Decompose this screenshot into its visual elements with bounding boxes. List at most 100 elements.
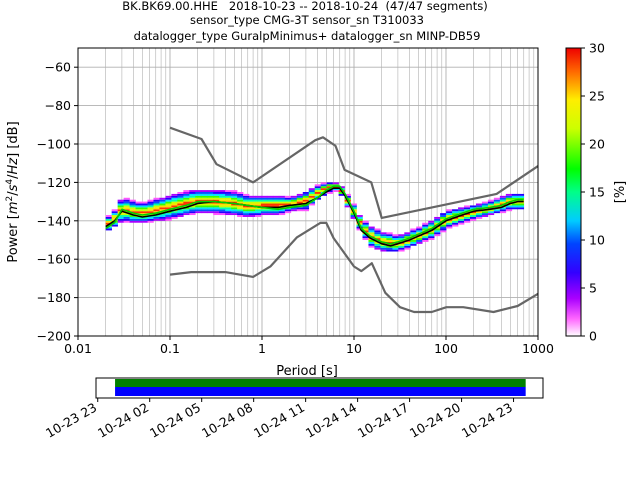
psd-cell	[171, 211, 178, 214]
psd-cell	[422, 238, 429, 240]
psd-cell	[428, 222, 435, 225]
psd-cell	[260, 211, 268, 214]
psd-cell	[129, 205, 136, 208]
psd-cell	[475, 216, 483, 219]
psd-cell	[243, 205, 250, 208]
psd-cell	[105, 220, 112, 223]
psd-cell	[296, 207, 304, 210]
psd-cell	[183, 213, 190, 216]
psd-cell	[380, 249, 387, 252]
psd-cell	[505, 207, 513, 210]
psd-cell	[446, 211, 453, 214]
psd-cell	[254, 197, 262, 200]
psd-cell	[314, 188, 321, 191]
psd-cell	[225, 199, 232, 202]
psd-cell	[458, 222, 465, 225]
psd-cell	[183, 207, 190, 210]
psd-cell	[147, 220, 154, 223]
x-tick-label: 10	[346, 341, 362, 356]
psd-cell	[326, 182, 333, 185]
psd-cell	[213, 209, 220, 212]
title-line-1: BK.BK69.00.HHE 2018-10-23 -- 2018-10-24 …	[122, 0, 487, 13]
psd-cell	[123, 215, 130, 217]
psd-cell	[189, 209, 196, 212]
psd-cell	[308, 188, 316, 191]
psd-cell	[499, 209, 507, 212]
psd-cell	[475, 211, 483, 214]
psd-cell	[159, 216, 166, 219]
psd-cell	[237, 195, 244, 198]
psd-cell	[374, 236, 381, 239]
psd-cell	[320, 186, 327, 189]
psd-cell	[517, 199, 525, 202]
psd-cell	[135, 205, 142, 208]
psd-cell	[410, 240, 417, 242]
psd-cell	[219, 195, 226, 198]
y-axis-label: Power [m2/s4/Hz] [dB]	[5, 121, 21, 262]
psd-cell	[272, 209, 280, 212]
psd-cell	[183, 195, 190, 198]
colorbar-tick-label: 20	[589, 137, 605, 152]
psd-cell	[302, 192, 310, 194]
psd-cell	[201, 195, 208, 198]
x-tick-label: 0.1	[160, 341, 180, 356]
psd-cell	[177, 201, 184, 204]
psd-cell	[284, 199, 292, 202]
psd-cell	[159, 218, 166, 221]
psd-cell	[207, 195, 214, 198]
psd-cell	[159, 207, 166, 210]
psd-cell	[392, 240, 399, 242]
psd-cell	[440, 228, 447, 231]
psd-cell	[464, 218, 471, 221]
psd-cell	[272, 205, 280, 208]
psd-cell	[249, 195, 256, 198]
psd-cell	[511, 205, 519, 208]
psd-cell	[123, 220, 130, 223]
psd-cell	[213, 211, 220, 214]
psd-cell	[189, 211, 196, 214]
psd-cell	[278, 213, 286, 216]
psd-cell	[284, 195, 292, 198]
psd-cell	[314, 197, 321, 200]
psd-cell	[213, 203, 220, 206]
psd-cell	[320, 193, 327, 196]
psd-cell	[141, 220, 148, 223]
psd-cell	[237, 201, 244, 204]
psd-cell	[117, 207, 124, 210]
psd-cell	[237, 205, 244, 208]
y-tick-label: −200	[37, 329, 71, 344]
psd-cell	[469, 218, 477, 221]
psd-cell	[481, 205, 489, 208]
psd-cell	[458, 207, 465, 210]
psd-cell	[213, 207, 220, 210]
psd-cell	[201, 197, 208, 200]
psd-cell	[302, 207, 310, 210]
gridlines	[77, 48, 538, 337]
psd-cell	[231, 207, 238, 210]
psd-cell	[177, 199, 184, 202]
psd-cell	[231, 195, 238, 198]
psd-cell	[422, 224, 429, 227]
plot-frame	[77, 47, 539, 337]
psd-cell	[105, 218, 112, 221]
psd-cell	[249, 203, 256, 206]
psd-cell	[177, 203, 184, 206]
psd-cell	[225, 190, 232, 192]
psd-cell	[475, 213, 483, 216]
psd-cell	[123, 199, 130, 202]
psd-cell	[475, 205, 483, 208]
psd-cell	[374, 241, 381, 244]
psd-cell	[177, 193, 184, 196]
y-tick-label: −80	[45, 98, 71, 113]
psd-cell	[517, 193, 525, 196]
psd-cell	[207, 190, 214, 192]
psd-cell	[249, 207, 256, 210]
psd-cell	[290, 199, 298, 202]
psd-cell	[141, 218, 148, 221]
psd-cell	[350, 205, 357, 208]
psd-cell	[213, 213, 220, 216]
psd-cell	[129, 216, 136, 219]
psd-cell	[452, 213, 459, 216]
psd-cell	[320, 188, 327, 191]
psd-cell	[458, 220, 465, 223]
